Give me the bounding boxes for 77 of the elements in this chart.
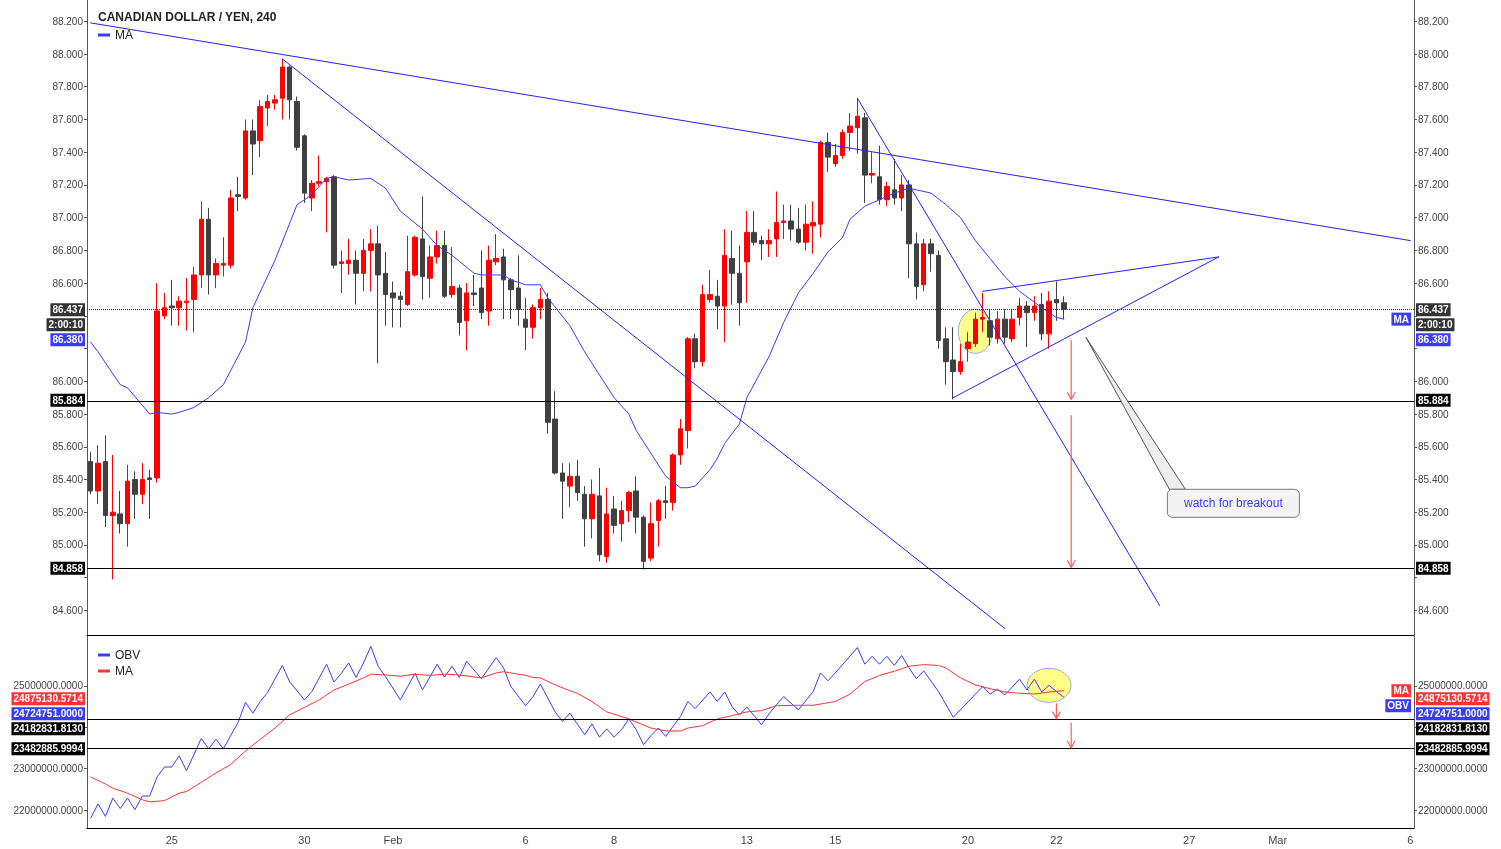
text: MA bbox=[1393, 685, 1409, 697]
y-tick-label: 87.200 bbox=[52, 179, 84, 191]
y2-tick-label: 85.200 bbox=[1418, 506, 1450, 518]
text: 23482885.9994 bbox=[1418, 743, 1488, 755]
y-tick-label: 87.000 bbox=[52, 212, 84, 224]
ref-line-label: 24182831.8130 bbox=[13, 723, 84, 735]
legend-label: OBV bbox=[115, 648, 141, 662]
y-tick-label: 22000000.0000 bbox=[13, 804, 84, 816]
ref-line-label: 86.437 bbox=[52, 304, 84, 316]
callout-box: watch for breakout bbox=[1085, 336, 1300, 518]
legend-label: MA bbox=[115, 28, 133, 42]
y2-tick-label: 86.600 bbox=[1418, 277, 1450, 289]
x-tick-label: Feb bbox=[383, 833, 403, 846]
x-tick-label: 22 bbox=[1050, 833, 1063, 846]
y-tick-label: 85.000 bbox=[52, 539, 84, 551]
text: 86.380 bbox=[52, 334, 84, 346]
y-tick-label: 85.600 bbox=[52, 441, 84, 453]
text: 86.380 bbox=[1418, 334, 1449, 346]
ref-line-label: 84.858 bbox=[52, 562, 84, 574]
y-tick-label: 87.600 bbox=[52, 113, 84, 125]
y2-tick-label: 87.600 bbox=[1418, 113, 1450, 125]
text: 24724751.0000 bbox=[1418, 708, 1488, 720]
legend-label: MA bbox=[115, 664, 133, 678]
y-tick-label: 88.200 bbox=[52, 15, 84, 27]
ref-line-label: 23482885.9994 bbox=[13, 743, 84, 755]
y2-tick-label: 88.200 bbox=[1418, 15, 1450, 27]
y2-tick-label: 23000000.0000 bbox=[1418, 763, 1488, 775]
text: 24724751.0000 bbox=[13, 708, 84, 720]
ref-line-label: 85.884 bbox=[52, 394, 84, 406]
y-tick-label: 86.800 bbox=[52, 244, 84, 256]
y2-tick-label: 87.000 bbox=[1418, 212, 1450, 224]
x-tick-label: 20 bbox=[961, 833, 975, 846]
y-tick-label: 25000000.0000 bbox=[13, 680, 84, 692]
text: 85.884 bbox=[1418, 394, 1449, 406]
text: 84.858 bbox=[1418, 562, 1449, 574]
y2-tick-label: 87.800 bbox=[1418, 81, 1450, 93]
y-tick-label: 86.000 bbox=[52, 375, 84, 387]
y-tick-label: 23000000.0000 bbox=[13, 763, 84, 775]
x-tick-label: 30 bbox=[298, 833, 311, 846]
text: OBV bbox=[1387, 700, 1409, 712]
x-tick-label: 13 bbox=[740, 833, 753, 846]
y2-tick-label: 25000000.0000 bbox=[1418, 680, 1488, 692]
y-tick-label: 87.800 bbox=[52, 81, 84, 93]
x-tick-label: 6 bbox=[1407, 833, 1414, 846]
text: 24875130.5714 bbox=[13, 693, 84, 705]
y2-tick-label: 85.800 bbox=[1418, 408, 1450, 420]
x-tick-label: 27 bbox=[1183, 833, 1196, 846]
y2-tick-label: 86.000 bbox=[1418, 375, 1450, 387]
y2-tick-label: 87.400 bbox=[1418, 146, 1450, 158]
x-tick-label: 15 bbox=[829, 833, 842, 846]
y-tick-label: 85.200 bbox=[52, 506, 84, 518]
annotation: watch for breakout bbox=[1183, 496, 1284, 511]
text: CANADIAN DOLLAR / YEN, 240 bbox=[98, 10, 277, 24]
y-tick-label: 86.600 bbox=[52, 277, 84, 289]
text: 2:00:10 bbox=[1418, 319, 1453, 331]
y2-tick-label: 88.000 bbox=[1418, 48, 1450, 60]
y2-tick-label: 22000000.0000 bbox=[1418, 804, 1488, 816]
y-tick-label: 87.400 bbox=[52, 146, 84, 158]
y-tick-label: 85.400 bbox=[52, 474, 84, 486]
text: 2:00:10 bbox=[48, 319, 84, 331]
text: 24875130.5714 bbox=[1418, 693, 1488, 705]
x-tick-label: Mar bbox=[1268, 833, 1288, 846]
y-tick-label: 84.600 bbox=[52, 604, 84, 616]
y-tick-label: 85.800 bbox=[52, 408, 84, 420]
x-tick-label: 6 bbox=[522, 833, 529, 846]
text: MA bbox=[1393, 313, 1409, 325]
y2-tick-label: 85.400 bbox=[1418, 474, 1450, 486]
y2-tick-label: 85.000 bbox=[1418, 539, 1450, 551]
text: 86.437 bbox=[1418, 304, 1449, 316]
y-tick-label: 88.000 bbox=[52, 48, 84, 60]
x-tick-label: 8 bbox=[611, 833, 618, 846]
y2-tick-label: 86.800 bbox=[1418, 244, 1450, 256]
y2-tick-label: 87.200 bbox=[1418, 179, 1450, 191]
text: 24182831.8130 bbox=[1418, 723, 1488, 735]
x-tick-label: 25 bbox=[165, 833, 178, 846]
y2-tick-label: 84.600 bbox=[1418, 604, 1450, 616]
y2-tick-label: 85.600 bbox=[1418, 441, 1450, 453]
